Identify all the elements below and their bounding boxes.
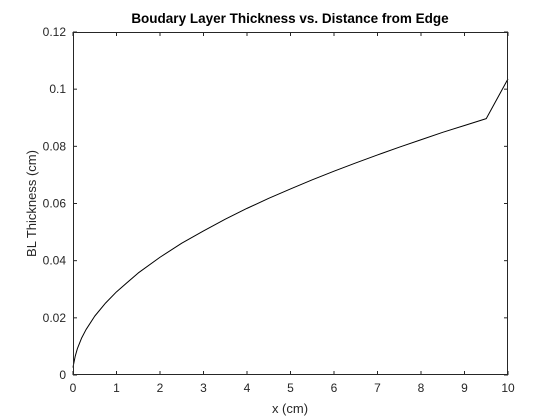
- plot-area: 0 1 2 3 4 5 6 7 8 9 10 0 0.02 0.04 0.06 0.08 0.1 0.12: [43, 25, 515, 395]
- plot-background: [73, 32, 508, 375]
- x-tick-label: 1: [113, 381, 120, 395]
- y-axis-label: BL Thickness (cm): [24, 150, 39, 257]
- series-line-0: [72, 78, 509, 368]
- y-tick-label: 0.04: [43, 254, 67, 268]
- x-tick-label: 6: [331, 381, 338, 395]
- axes-box: [73, 32, 508, 375]
- x-tick-label: 8: [418, 381, 425, 395]
- x-tick-label: 0: [70, 381, 77, 395]
- x-axis-label: x (cm): [272, 401, 308, 416]
- x-tick-label: 10: [501, 381, 515, 395]
- y-tick-label: 0.08: [43, 139, 67, 153]
- y-tick-label: 0.02: [43, 311, 67, 325]
- x-tick-label: 3: [200, 381, 207, 395]
- x-tick-label: 5: [287, 381, 294, 395]
- x-tick-label: 2: [157, 381, 164, 395]
- y-tick-label: 0: [59, 368, 66, 382]
- chart-title: Boudary Layer Thickness vs. Distance fro…: [131, 11, 449, 26]
- x-tick-label: 7: [374, 381, 381, 395]
- y-tick-label: 0.12: [43, 25, 67, 39]
- x-tick-label: 9: [461, 381, 468, 395]
- y-tick-label: 0.1: [49, 82, 66, 96]
- y-tick-label: 0.06: [43, 197, 67, 211]
- x-tick-label: 4: [244, 381, 251, 395]
